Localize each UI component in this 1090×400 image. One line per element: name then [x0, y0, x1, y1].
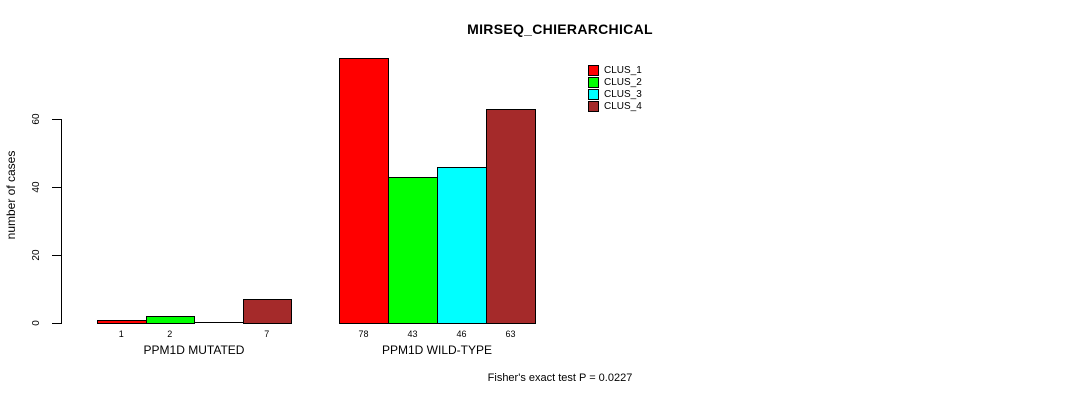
bar-value-label: 1 [118, 329, 124, 339]
bar-value-label: 46 [456, 329, 467, 339]
y-tick [52, 119, 62, 120]
chart-title: MIRSEQ_CHIERARCHICAL [467, 21, 653, 37]
bar [145, 316, 195, 324]
legend-label: CLUS_1 [604, 65, 642, 76]
bar [339, 57, 389, 324]
legend-label: CLUS_3 [604, 89, 642, 100]
bar-value-label: 78 [358, 329, 369, 339]
group-label: PPM1D MUTATED [143, 343, 245, 357]
bar [437, 166, 487, 324]
legend-label: CLUS_2 [604, 77, 642, 88]
bar-value-label: 7 [264, 329, 270, 339]
legend-swatch [588, 77, 599, 88]
group-label: PPM1D WILD-TYPE [381, 343, 492, 357]
bar [242, 299, 292, 324]
bar [486, 108, 536, 324]
bar-value-label: 2 [167, 329, 173, 339]
legend-label: CLUS_4 [604, 101, 642, 112]
y-tick [52, 323, 62, 324]
legend-swatch [588, 65, 599, 76]
annotation-text: Fisher's exact test P = 0.0227 [487, 372, 633, 384]
y-tick [52, 187, 62, 188]
bar [388, 176, 438, 324]
bar-value-label: 43 [407, 329, 418, 339]
bar-value-label: 63 [505, 329, 516, 339]
legend-swatch [588, 89, 599, 100]
y-axis-line [61, 119, 62, 324]
y-tick [52, 255, 62, 256]
legend-swatch [588, 101, 599, 112]
